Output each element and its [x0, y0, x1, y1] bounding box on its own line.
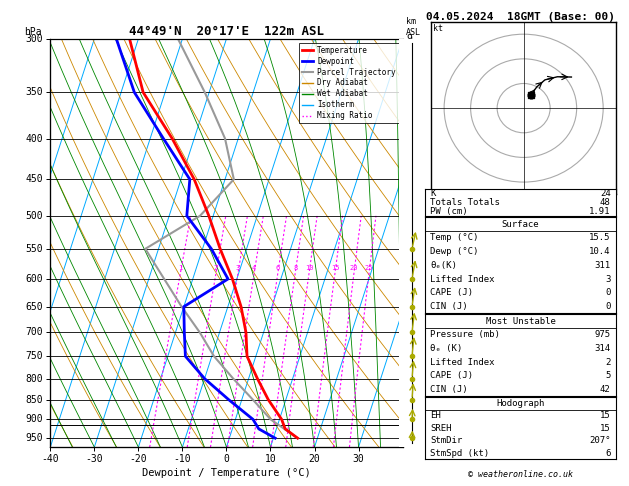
Text: Pressure (mb): Pressure (mb)	[430, 330, 500, 339]
Text: 42: 42	[600, 385, 611, 394]
Text: 2: 2	[214, 265, 218, 271]
Text: Dewp (°C): Dewp (°C)	[430, 247, 479, 256]
Text: 8: 8	[406, 87, 412, 97]
Text: CAPE (J): CAPE (J)	[430, 371, 474, 380]
Text: CAPE (J): CAPE (J)	[430, 288, 474, 297]
X-axis label: Dewpoint / Temperature (°C): Dewpoint / Temperature (°C)	[142, 468, 311, 478]
Text: 1: 1	[178, 265, 182, 271]
Text: 25: 25	[365, 265, 373, 271]
Text: LCL: LCL	[403, 421, 418, 430]
Text: 5: 5	[406, 274, 412, 284]
Text: 1: 1	[406, 433, 412, 443]
Text: 0: 0	[605, 288, 611, 297]
Text: kt: kt	[433, 24, 443, 33]
Text: Lifted Index: Lifted Index	[430, 275, 495, 284]
Text: StmDir: StmDir	[430, 436, 462, 445]
Text: 8: 8	[293, 265, 298, 271]
Text: 10.4: 10.4	[589, 247, 611, 256]
Text: 6: 6	[406, 211, 412, 221]
Text: Most Unstable: Most Unstable	[486, 317, 555, 326]
Text: θₑ(K): θₑ(K)	[430, 261, 457, 270]
Text: 311: 311	[594, 261, 611, 270]
Text: StmSpd (kt): StmSpd (kt)	[430, 449, 489, 457]
Text: K: K	[430, 189, 436, 198]
Text: Lifted Index: Lifted Index	[430, 358, 495, 366]
Text: 15: 15	[600, 411, 611, 420]
Text: 20: 20	[350, 265, 359, 271]
Text: 4: 4	[252, 265, 257, 271]
Text: 5: 5	[605, 371, 611, 380]
Text: 9: 9	[406, 34, 412, 44]
Text: 48: 48	[600, 198, 611, 207]
Text: 15: 15	[600, 424, 611, 433]
Text: 1.91: 1.91	[589, 207, 611, 216]
Text: 2: 2	[605, 358, 611, 366]
Text: Temp (°C): Temp (°C)	[430, 233, 479, 243]
Text: Totals Totals: Totals Totals	[430, 198, 500, 207]
Text: © weatheronline.co.uk: © weatheronline.co.uk	[468, 469, 573, 479]
Text: 207°: 207°	[589, 436, 611, 445]
Text: 7: 7	[406, 134, 412, 143]
Text: 24: 24	[600, 189, 611, 198]
Text: km
ASL: km ASL	[406, 17, 421, 37]
Text: 0: 0	[605, 302, 611, 311]
Text: 2: 2	[406, 374, 412, 383]
Text: 6: 6	[605, 449, 611, 457]
Text: Mixing Ratio (g/kg): Mixing Ratio (g/kg)	[418, 195, 428, 291]
Text: Hodograph: Hodograph	[496, 399, 545, 408]
Text: CIN (J): CIN (J)	[430, 302, 468, 311]
Title: 44°49'N  20°17'E  122m ASL: 44°49'N 20°17'E 122m ASL	[129, 25, 324, 38]
Text: 975: 975	[594, 330, 611, 339]
Text: Surface: Surface	[502, 220, 539, 228]
Text: 15.5: 15.5	[589, 233, 611, 243]
Text: EH: EH	[430, 411, 441, 420]
Text: 04.05.2024  18GMT (Base: 00): 04.05.2024 18GMT (Base: 00)	[426, 12, 615, 22]
Text: 10: 10	[305, 265, 313, 271]
Text: 6: 6	[276, 265, 280, 271]
Text: 3: 3	[605, 275, 611, 284]
Text: CIN (J): CIN (J)	[430, 385, 468, 394]
Text: PW (cm): PW (cm)	[430, 207, 468, 216]
Legend: Temperature, Dewpoint, Parcel Trajectory, Dry Adiabat, Wet Adiabat, Isotherm, Mi: Temperature, Dewpoint, Parcel Trajectory…	[299, 43, 399, 123]
Text: 15: 15	[331, 265, 339, 271]
Text: θₑ (K): θₑ (K)	[430, 344, 462, 353]
Text: 3: 3	[406, 328, 412, 337]
Text: 314: 314	[594, 344, 611, 353]
Text: 3: 3	[236, 265, 240, 271]
Text: hPa: hPa	[24, 27, 42, 37]
Text: SREH: SREH	[430, 424, 452, 433]
